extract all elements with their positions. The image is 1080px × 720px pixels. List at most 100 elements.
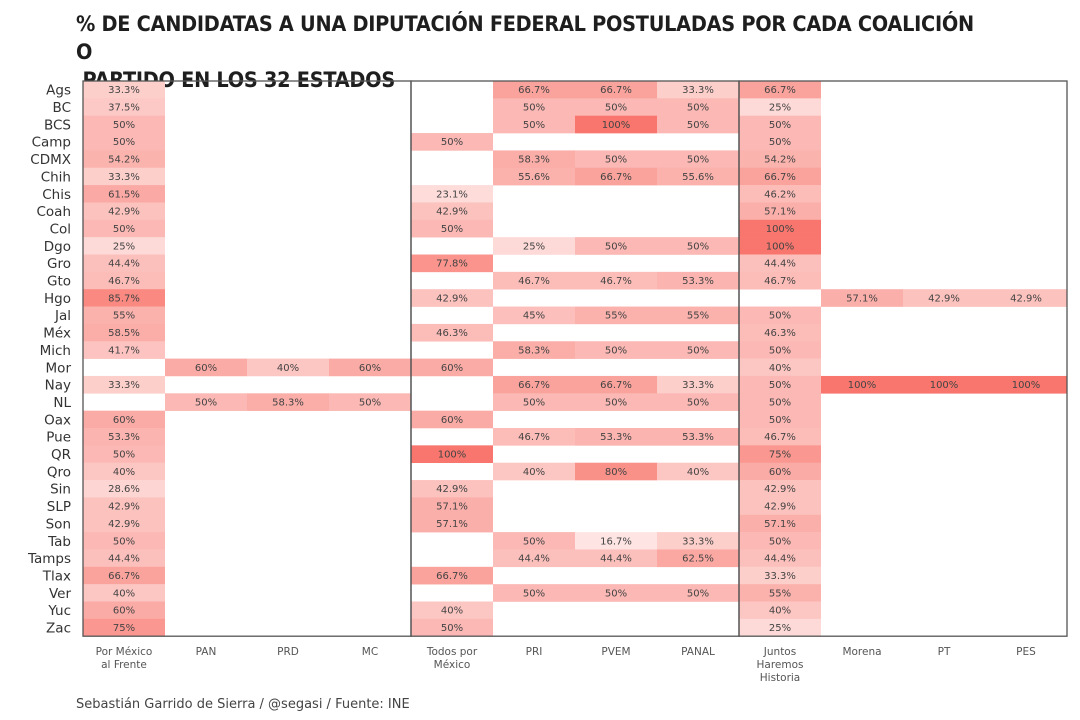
column-label: PRD: [277, 646, 299, 658]
heatmap-cell-labels: 33.3% 66.7% 66.7% 33.3% 66.7% 37.5% 50% 50% 50% 2…: [108, 85, 1042, 634]
cell-value-label: 60%: [441, 363, 463, 374]
heatmap-cell: [575, 237, 657, 255]
heatmap-cell: [985, 375, 1067, 394]
heatmap-cell: [411, 358, 493, 377]
heatmap-cell: [657, 167, 739, 186]
heatmap-cell: [575, 306, 657, 325]
heatmap-cell: [165, 393, 247, 411]
cell-value-label: 53.3%: [600, 432, 632, 443]
cell-value-label: 57.1%: [764, 207, 796, 218]
cell-value-label: 33.3%: [682, 380, 714, 391]
row-label: Méx: [43, 326, 71, 342]
column-label: Morena: [842, 646, 881, 658]
heatmap-cell: [247, 358, 329, 377]
cell-value-label: 44.4%: [518, 554, 550, 565]
cell-value-label: 46.7%: [108, 276, 140, 287]
cell-value-label: 40%: [769, 606, 791, 617]
cell-value-label: 42.9%: [108, 519, 140, 530]
heatmap-cell: [739, 428, 821, 446]
cell-value-label: 42.9%: [436, 207, 468, 218]
heatmap-cell: [83, 584, 165, 602]
heatmap-cell: [83, 271, 165, 290]
cell-value-label: 42.9%: [1010, 293, 1042, 304]
heatmap-cell: [165, 358, 247, 377]
cell-value-label: 33.3%: [108, 172, 140, 183]
heatmap-cell: [739, 566, 821, 585]
column-label: PRI: [526, 646, 543, 658]
heatmap-cell: [83, 254, 165, 273]
cell-value-label: 50%: [769, 311, 791, 322]
heatmap-cell: [575, 81, 657, 99]
cell-value-label: 25%: [769, 623, 791, 634]
heatmap-cell: [83, 410, 165, 429]
heatmap-cell: [821, 289, 903, 307]
cell-value-label: 60%: [441, 415, 463, 426]
cell-value-label: 50%: [523, 397, 545, 408]
cell-value-label: 50%: [769, 415, 791, 426]
row-label: Nay: [45, 378, 71, 394]
cell-value-label: 50%: [605, 397, 627, 408]
cell-value-label: 58.3%: [518, 155, 550, 166]
cell-value-label: 42.9%: [764, 502, 796, 513]
cell-value-label: 100%: [766, 224, 795, 235]
cell-value-label: 40%: [687, 467, 709, 478]
column-label: PVEM: [601, 646, 630, 658]
heatmap-cell: [83, 566, 165, 585]
heatmap-cell: [493, 237, 575, 255]
heatmap-cell: [657, 428, 739, 446]
cell-value-label: 60%: [113, 606, 135, 617]
heatmap-cell: [739, 375, 821, 394]
cell-value-label: 44.4%: [108, 259, 140, 270]
row-label: Qro: [47, 464, 71, 480]
row-label: Pue: [46, 430, 71, 446]
row-label: Jal: [54, 308, 71, 324]
cell-value-label: 61.5%: [108, 189, 140, 200]
heatmap-cell: [739, 185, 821, 203]
row-label: Chis: [42, 187, 71, 203]
cell-value-label: 50%: [113, 536, 135, 547]
cell-value-label: 40%: [523, 467, 545, 478]
cell-value-label: 100%: [438, 450, 467, 461]
heatmap-cell: [657, 462, 739, 481]
heatmap-cell: [903, 375, 985, 394]
heatmap-cell: [493, 98, 575, 116]
cell-value-label: 57.1%: [764, 519, 796, 530]
heatmap-cell: [575, 584, 657, 602]
cell-value-label: 46.3%: [436, 328, 468, 339]
row-label: Yuc: [47, 603, 71, 619]
source-caption: Sebastián Garrido de Sierra / @segasi / …: [76, 697, 410, 712]
cell-value-label: 37.5%: [108, 103, 140, 114]
cell-value-label: 42.9%: [764, 484, 796, 495]
cell-value-label: 50%: [687, 345, 709, 356]
row-label: Zac: [46, 621, 71, 637]
cell-value-label: 50%: [195, 397, 217, 408]
heatmap-cell: [83, 185, 165, 203]
heatmap-cell: [411, 618, 493, 637]
row-label: Chih: [41, 169, 71, 185]
heatmap-cell: [83, 306, 165, 325]
row-label: Sin: [50, 482, 71, 498]
column-label: Por México al Frente: [96, 646, 153, 671]
cell-value-label: 44.4%: [108, 554, 140, 565]
heatmap-cell: [83, 480, 165, 498]
heatmap-cell: [411, 445, 493, 463]
column-label: MC: [362, 646, 378, 658]
heatmap-cell: [739, 618, 821, 637]
heatmap-cell: [657, 375, 739, 394]
cell-value-label: 55.6%: [682, 172, 714, 183]
heatmap-cell: [411, 133, 493, 151]
cell-value-label: 42.9%: [436, 293, 468, 304]
cell-value-label: 60%: [359, 363, 381, 374]
cell-value-label: 50%: [523, 103, 545, 114]
heatmap-cell: [739, 532, 821, 550]
row-label: BC: [53, 100, 71, 116]
cell-value-label: 75%: [113, 623, 135, 634]
heatmap-cells: [83, 81, 1067, 637]
row-label: Oax: [44, 412, 71, 428]
heatmap-cell: [657, 150, 739, 169]
cell-value-label: 66.7%: [436, 571, 468, 582]
cell-value-label: 50%: [687, 588, 709, 599]
heatmap-cell: [493, 532, 575, 550]
heatmap-cell: [739, 306, 821, 325]
